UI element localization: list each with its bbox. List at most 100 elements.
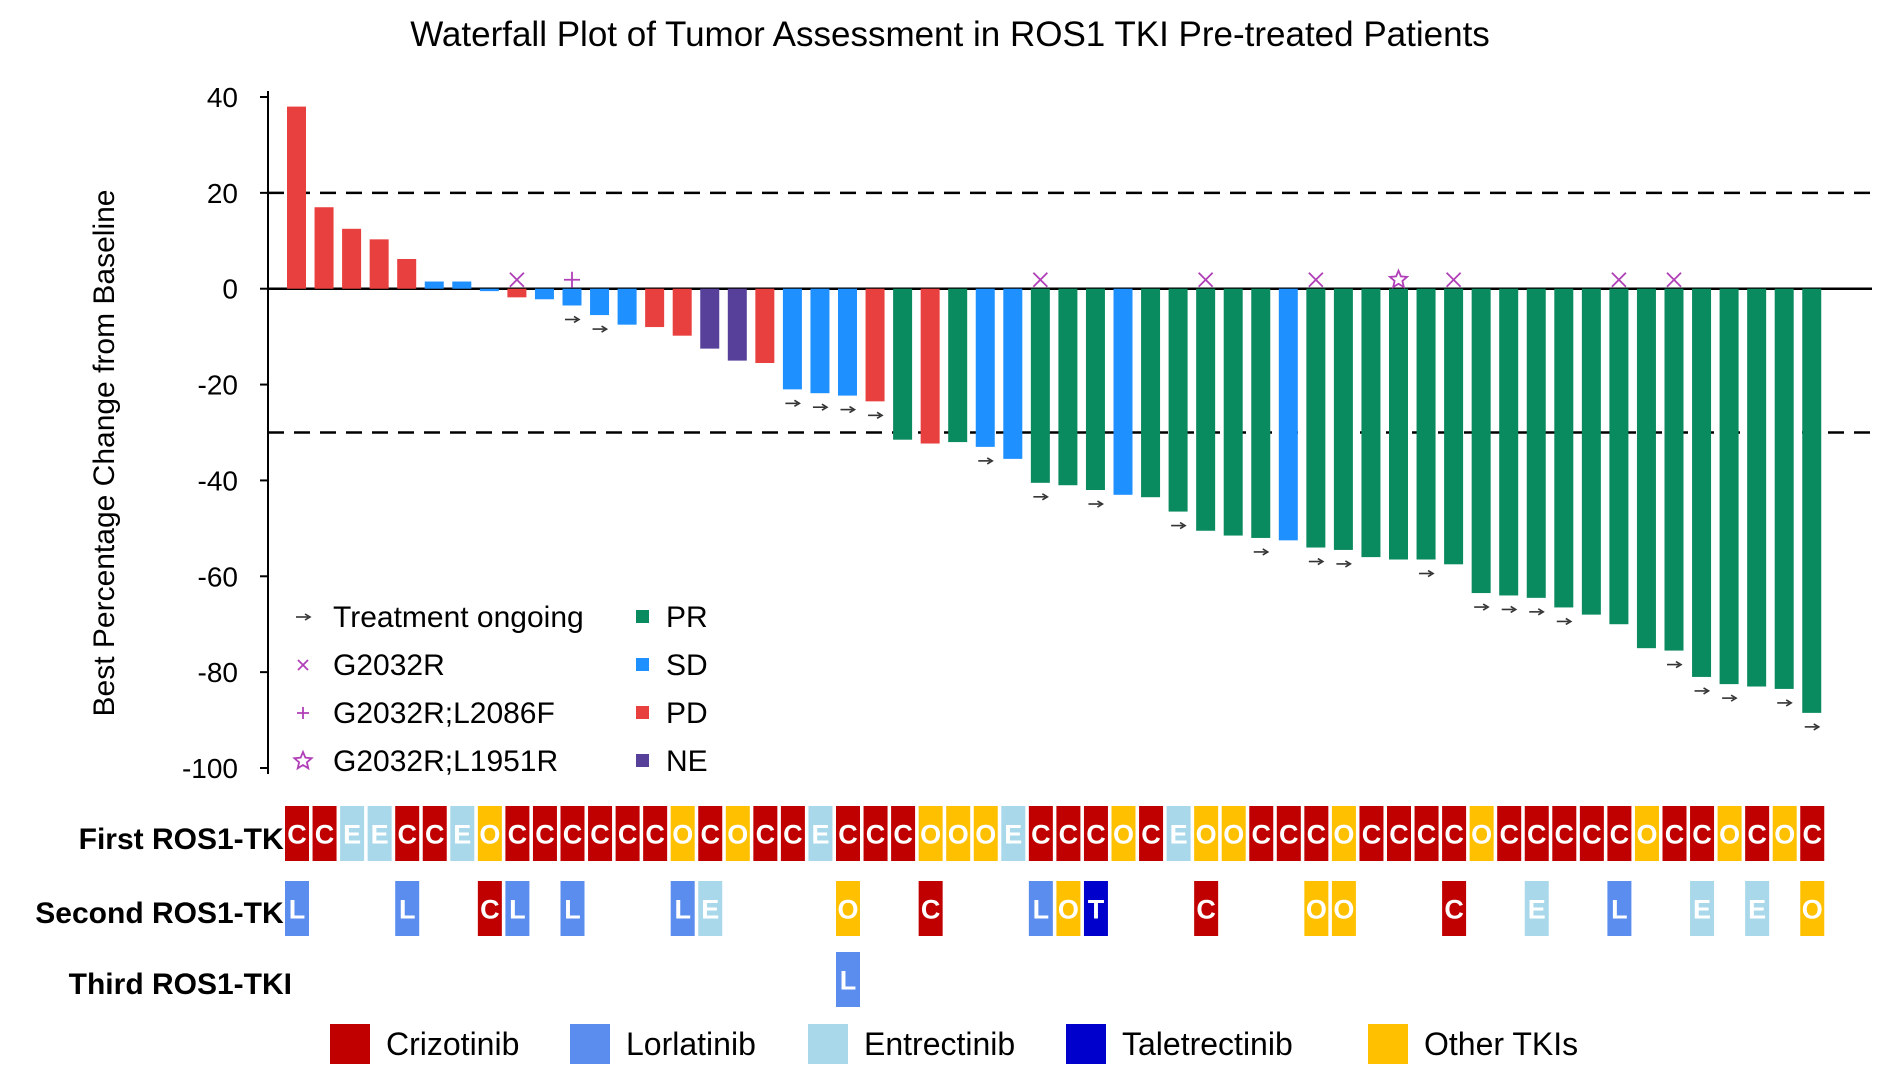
tki-cell-label: E — [1004, 820, 1022, 850]
tki-cell-label: C — [425, 820, 445, 850]
tki-cell-label: T — [1088, 895, 1105, 925]
tki-cell — [918, 806, 943, 861]
tki-cell — [973, 806, 998, 861]
legend-response-swatch — [636, 706, 649, 719]
waterfall-bar — [1168, 288, 1188, 512]
waterfall-bar — [590, 288, 610, 316]
tki-cell — [1800, 806, 1825, 861]
tki-cell-label: L — [509, 895, 526, 925]
tki-cell-label: O — [1719, 820, 1740, 850]
tki-row-label: Third ROS1-TKI — [69, 968, 292, 1001]
tki-cell-label: C — [1307, 820, 1327, 850]
waterfall-bar — [397, 258, 417, 289]
tki-cell-label: C — [838, 820, 858, 850]
tki-cell — [1745, 881, 1770, 936]
tki-cell-label: C — [1196, 895, 1216, 925]
tki-cell — [1634, 806, 1659, 861]
g2032r-marker — [1611, 272, 1627, 288]
waterfall-bar — [1581, 288, 1601, 615]
ongoing-arrow-head — [304, 613, 312, 621]
tki-cell-label: C — [645, 820, 665, 850]
tki-cell — [1083, 806, 1108, 861]
g2032r-marker — [509, 272, 525, 288]
tki-cell-label: E — [371, 820, 389, 850]
waterfall-bar — [1526, 288, 1546, 598]
tki-cell — [367, 806, 392, 861]
waterfall-bar — [617, 288, 637, 325]
tki-cell-label: C — [1031, 820, 1051, 850]
waterfall-bar — [369, 239, 389, 289]
tki-cell — [1442, 806, 1467, 861]
tki-cell-label: L — [289, 895, 306, 925]
waterfall-bar — [727, 288, 747, 361]
tki-cell-label: E — [453, 820, 471, 850]
tki-cell — [836, 881, 860, 936]
tki-cell-label: O — [1306, 895, 1327, 925]
tki-cell-label: O — [1471, 820, 1492, 850]
tki-cell-label: O — [1333, 895, 1354, 925]
tki-cell-label: C — [508, 820, 528, 850]
waterfall-bar — [1085, 288, 1105, 491]
waterfall-bar — [342, 228, 362, 289]
tki-cell-label: C — [315, 820, 335, 850]
tki-cell — [395, 806, 420, 861]
tki-cell-label: E — [1170, 820, 1188, 850]
y-tick-label: -20 — [198, 370, 238, 401]
tki-cell-label: E — [1528, 895, 1546, 925]
tki-cell-label: O — [1774, 820, 1795, 850]
tki-cell-label: C — [1499, 820, 1519, 850]
y-tick-label: 0 — [222, 274, 238, 305]
g2032r-l2086f-marker — [297, 707, 309, 719]
waterfall-bar — [1609, 288, 1629, 625]
tki-cell — [1249, 806, 1274, 861]
ongoing-arrow-head — [1785, 699, 1793, 707]
y-axis: 40 20 0 -20 -40 -60 -80 -100 — [182, 82, 269, 784]
waterfall-bar — [1196, 288, 1216, 531]
tki-cell — [670, 806, 695, 861]
tki-cell-label: C — [480, 895, 500, 925]
ongoing-arrow-head — [573, 315, 581, 324]
tki-cell-label: C — [397, 820, 417, 850]
tki-cell — [1442, 881, 1467, 936]
tki-cell-label: C — [1444, 820, 1464, 850]
tki-grid: First ROS1-TKI Second ROS1-TKI Third ROS1-… — [35, 806, 1825, 1007]
ongoing-arrow-head — [1317, 557, 1325, 566]
tki-legend-label: Crizotinib — [386, 1026, 519, 1062]
tki-cell — [1304, 881, 1329, 936]
y-tick-label: 20 — [207, 178, 238, 209]
legend-response-label: PD — [666, 697, 708, 730]
tki-cell-label: C — [287, 820, 307, 850]
tki-cell-label: C — [783, 820, 803, 850]
tki-legend-swatch — [1368, 1024, 1408, 1064]
waterfall-bar — [1719, 288, 1739, 685]
tki-cell — [836, 952, 860, 1007]
tki-cell — [588, 806, 613, 861]
legend-response-swatch — [636, 658, 649, 671]
tki-cell-label: C — [1362, 820, 1382, 850]
tki-legend-swatch — [330, 1024, 370, 1064]
ongoing-arrow-head — [1097, 500, 1105, 508]
waterfall-bar — [562, 288, 582, 306]
tki-cell-label: O — [837, 895, 858, 925]
tki-cell — [836, 806, 860, 861]
ongoing-arrow-head — [1537, 608, 1545, 616]
tki-cell-label: L — [564, 895, 581, 925]
g2032r-marker — [1308, 272, 1324, 288]
ongoing-arrow-head — [1565, 617, 1573, 626]
tki-cell — [505, 881, 530, 936]
legend-response-label: SD — [666, 649, 708, 682]
tki-legend-label: Other TKIs — [1424, 1026, 1578, 1062]
waterfall-bar — [700, 288, 720, 349]
tki-cell — [1579, 806, 1604, 861]
tki-cell-label: C — [618, 820, 638, 850]
ongoing-arrow-head — [986, 457, 994, 465]
bars — [287, 106, 1822, 713]
g2032r-l1951r-marker — [1387, 268, 1410, 289]
waterfall-bar — [507, 288, 527, 298]
tki-cell — [1304, 806, 1329, 861]
tki-cell-label: C — [1417, 820, 1437, 850]
waterfall-bar — [1306, 288, 1326, 548]
g2032r-marker — [1445, 272, 1462, 288]
waterfall-bar — [1499, 288, 1519, 596]
